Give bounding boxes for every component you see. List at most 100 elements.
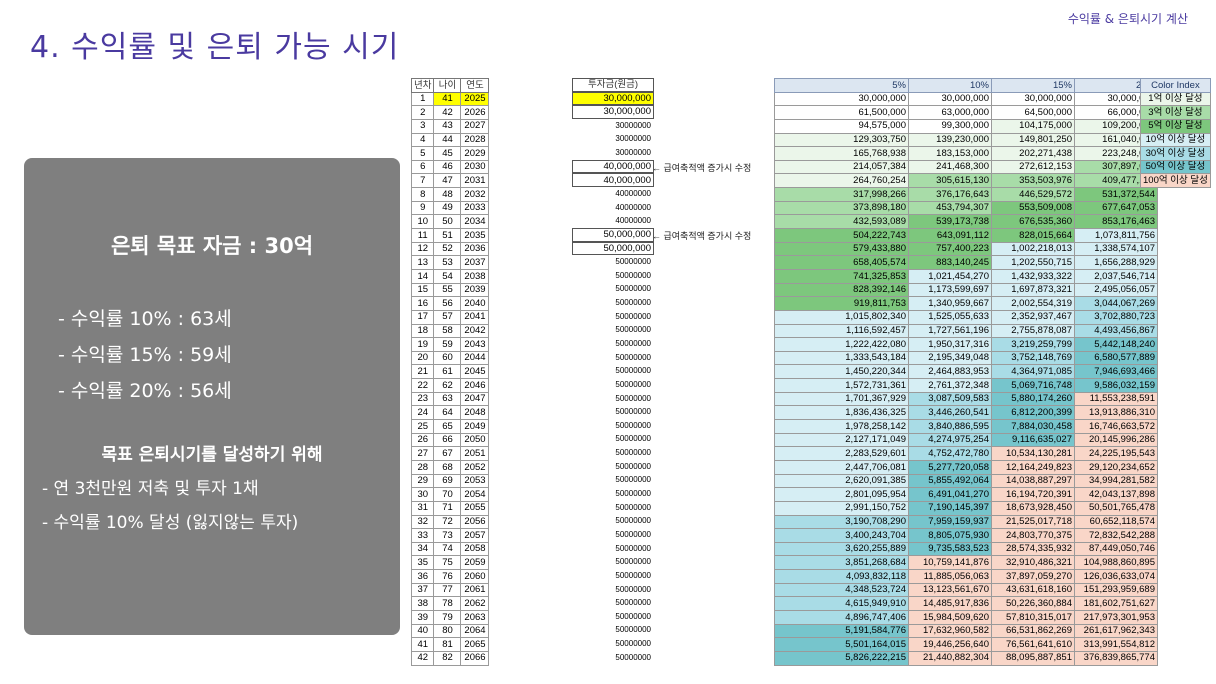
table-row: 30000000	[572, 119, 654, 133]
balance-cell: 17,632,960,582	[908, 623, 992, 639]
balance-cell: 2,195,349,048	[908, 350, 992, 366]
adjust-note: ← 급여축적액 증가시 수정	[652, 231, 752, 242]
investment-cell: 50000000	[615, 393, 651, 403]
balance-cell: 6,812,200,399	[991, 405, 1075, 421]
age-cell: 67	[433, 446, 462, 461]
year-index-cell: 9	[410, 200, 435, 216]
balance-cell: 10,534,130,281	[991, 446, 1075, 461]
year-cell: 2033	[460, 200, 490, 216]
table-row: 18 58 2042	[410, 323, 490, 339]
balance-cell: 3,620,255,889	[774, 541, 909, 557]
table-row: 2,620,091,385 5,855,492,064 14,038,887,297…	[774, 473, 1158, 489]
investment-cell: 50000000	[615, 475, 651, 485]
table-row: 22 62 2046	[410, 378, 490, 393]
balance-cell: 853,176,463	[1074, 214, 1158, 230]
table-row: 50000000	[572, 419, 654, 433]
age-cell: 58	[433, 323, 462, 339]
table-row: 16 56 2040	[410, 296, 490, 311]
investment-cell: 50000000	[615, 611, 651, 621]
balance-cell: 2,620,091,385	[774, 473, 909, 489]
table-row: 25 65 2049	[410, 419, 490, 434]
investment-cell: 30000000	[615, 120, 651, 130]
balance-cell: 1,073,811,756	[1074, 228, 1158, 243]
legend-row: 30억 이상 달성	[1140, 146, 1211, 161]
legend-item: 30억 이상 달성	[1140, 146, 1211, 161]
table-row: 2,283,529,601 4,752,472,780 10,534,130,281…	[774, 446, 1158, 461]
investment-cell: 40,000,000	[572, 173, 654, 188]
year-cell: 2050	[460, 432, 490, 448]
balance-cell: 5,826,222,215	[774, 650, 909, 666]
balance-cell: 76,561,641,610	[991, 637, 1075, 652]
investment-cell: 50,000,000	[572, 241, 654, 256]
age-cell: 68	[433, 459, 462, 475]
table-row: 13 53 2037	[410, 255, 490, 270]
balance-cell: 3,044,067,269	[1074, 296, 1158, 311]
balance-cell: 4,493,456,867	[1074, 323, 1158, 339]
balance-cell: 3,446,260,541	[908, 405, 992, 421]
year-cell: 2032	[460, 187, 490, 202]
year-cell: 2059	[460, 555, 490, 571]
table-row: 15 55 2039	[410, 282, 490, 298]
balance-cell: 9,586,032,159	[1074, 378, 1158, 393]
table-row: 10 50 2034	[410, 214, 490, 230]
table-row: 40,000,000	[572, 173, 654, 188]
investment-cell: 50000000	[615, 448, 651, 458]
balance-cell: 2,801,095,954	[774, 487, 909, 502]
balance-cell: 9,116,635,027	[991, 432, 1075, 448]
table-row: 3,400,243,704 8,805,075,930 24,803,770,375…	[774, 528, 1158, 543]
balance-cell: 24,225,195,543	[1074, 446, 1158, 461]
balance-cell: 15,984,509,620	[908, 609, 992, 625]
balance-cell: 2,127,171,049	[774, 432, 909, 448]
investment-cell: 40000000	[615, 202, 651, 212]
balance-cell: 1,978,258,142	[774, 419, 909, 434]
page-subtitle: 수익률 & 은퇴시기 계산	[1067, 12, 1188, 26]
table-row: 29 69 2053	[410, 473, 490, 489]
balance-cell: 30,000,000	[1074, 91, 1158, 107]
year-cell: 2046	[460, 378, 490, 393]
balance-cell: 3,752,148,769	[991, 350, 1075, 366]
table-row: 1,333,543,184 2,195,349,048 3,752,148,769 6…	[774, 350, 1158, 366]
balance-cell: 16,746,663,572	[1074, 419, 1158, 434]
balance-cell: 72,832,542,288	[1074, 528, 1158, 543]
balance-cell: 1,836,436,325	[774, 405, 909, 421]
balance-cell: 13,913,886,310	[1074, 405, 1158, 421]
year-cell: 2052	[460, 459, 490, 475]
strategy-item: - 연 3천만원 저축 및 투자 1채	[42, 479, 259, 499]
balance-cell: 919,811,753	[774, 296, 909, 311]
balance-cell: 376,839,865,774	[1074, 650, 1158, 666]
age-cell: 77	[433, 582, 462, 598]
column-header: 년차	[410, 78, 435, 93]
age-cell: 80	[433, 623, 462, 639]
balance-cell: 20,145,996,286	[1074, 432, 1158, 448]
table-row: 50000000	[572, 337, 654, 351]
table-row: 317,998,266 376,176,643 446,529,572 531,372…	[774, 187, 1158, 202]
balance-cell: 5,069,716,748	[991, 378, 1075, 393]
age-cell: 71	[433, 500, 462, 516]
year-index-cell: 36	[410, 569, 435, 584]
year-cell: 2036	[460, 241, 490, 257]
year-index-cell: 17	[410, 309, 435, 325]
balance-cell: 1,450,220,344	[774, 364, 909, 380]
balance-cell: 60,652,118,574	[1074, 514, 1158, 530]
balance-cell: 1,222,422,080	[774, 337, 909, 352]
balance-cell: 28,574,335,932	[991, 541, 1075, 557]
table-row: 1,222,422,080 1,950,317,316 3,219,259,799 5…	[774, 337, 1158, 352]
table-row: 50000000	[572, 296, 654, 310]
table-row: 39 79 2063	[410, 609, 490, 625]
balance-cell: 241,468,300	[908, 159, 992, 175]
year-index-cell: 3	[410, 118, 435, 134]
balance-cell: 264,760,254	[774, 173, 909, 189]
year-cell: 2062	[460, 596, 490, 611]
table-row: 50000000	[572, 596, 654, 610]
table-row: 11 51 2035	[410, 228, 490, 243]
balance-cell: 13,123,561,670	[908, 582, 992, 598]
investment-cell: 50000000	[615, 625, 651, 635]
column-header: 15%	[991, 78, 1075, 93]
legend-item: 10억 이상 달성	[1140, 132, 1211, 148]
table-row: 4 44 2028	[410, 132, 490, 148]
investment-cell: 50,000,000	[572, 228, 654, 242]
balance-cell: 43,631,618,160	[991, 582, 1075, 598]
balance-cell: 223,248,000	[1074, 146, 1158, 161]
balance-cell: 151,293,959,689	[1074, 582, 1158, 598]
balance-cell: 828,392,146	[774, 282, 909, 298]
